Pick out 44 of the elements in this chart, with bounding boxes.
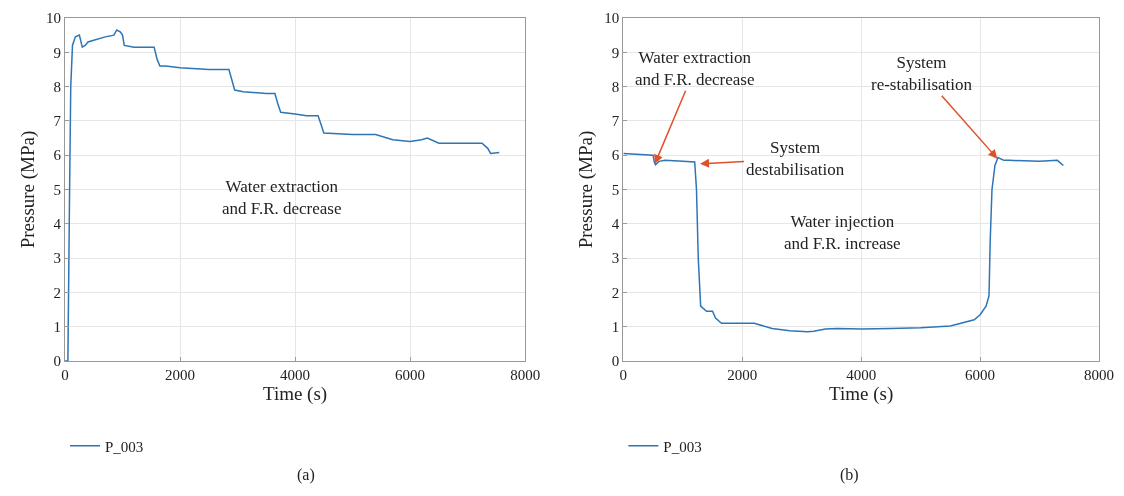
text: (b): [840, 466, 859, 484]
x-axis-title: Time (s): [262, 383, 328, 405]
x-tick-label: 8000: [1084, 367, 1114, 383]
text: (a): [297, 466, 315, 484]
annotation: Water injection and F.R. increase: [784, 212, 901, 254]
y-tick-label: 6: [611, 147, 620, 164]
y-tick-label: 3: [53, 250, 61, 267]
y-tick-label: 1: [53, 318, 61, 335]
x-tick-label: 8000: [510, 367, 541, 383]
y-tick-label: 3: [611, 250, 620, 267]
y-tick-label: 10: [46, 10, 61, 27]
y-tick-label: 0: [53, 353, 61, 370]
annotation: System destabilisation: [746, 138, 845, 180]
line-series: [65, 29, 500, 361]
y-tick-label: 7: [53, 113, 62, 130]
x-tick-label: 6000: [395, 367, 426, 383]
y-axis-title: Pressure (MPa): [16, 130, 39, 249]
x-tick-label: 4000: [846, 367, 877, 383]
x-tick-label: 2000: [165, 367, 196, 383]
y-tick-label: 4: [53, 216, 62, 233]
y-tick-label: 9: [611, 44, 620, 61]
annotation: System re-stabilisation: [871, 53, 973, 95]
y-tick-label: 7: [611, 113, 620, 130]
y-tick-label: 9: [53, 44, 61, 61]
y-tick-label: 8: [611, 78, 620, 95]
x-tick-label: 4000: [280, 367, 311, 383]
annotation: Water extraction and F.R. decrease: [222, 177, 342, 219]
y-axis-title: Pressure (MPa): [575, 130, 598, 249]
y-tick-label: 5: [611, 181, 620, 198]
y-tick-label: 0: [611, 353, 620, 370]
x-tick-label: 6000: [965, 367, 996, 383]
legend-label: P_003: [105, 438, 144, 455]
y-tick-label: 1: [611, 318, 620, 335]
y-tick-label: 5: [53, 181, 61, 198]
y-tick-label: 4: [611, 216, 620, 233]
y-tick-label: 2: [611, 284, 620, 301]
x-axis-title: Time (s): [829, 383, 894, 405]
annotation: Water extraction and F.R. decrease: [635, 48, 755, 90]
y-tick-label: 10: [604, 10, 620, 27]
x-tick-label: 2000: [727, 367, 758, 383]
y-tick-label: 2: [53, 284, 61, 301]
legend-label: P_003: [663, 438, 702, 455]
y-tick-label: 6: [53, 147, 62, 164]
y-tick-label: 8: [53, 78, 61, 95]
